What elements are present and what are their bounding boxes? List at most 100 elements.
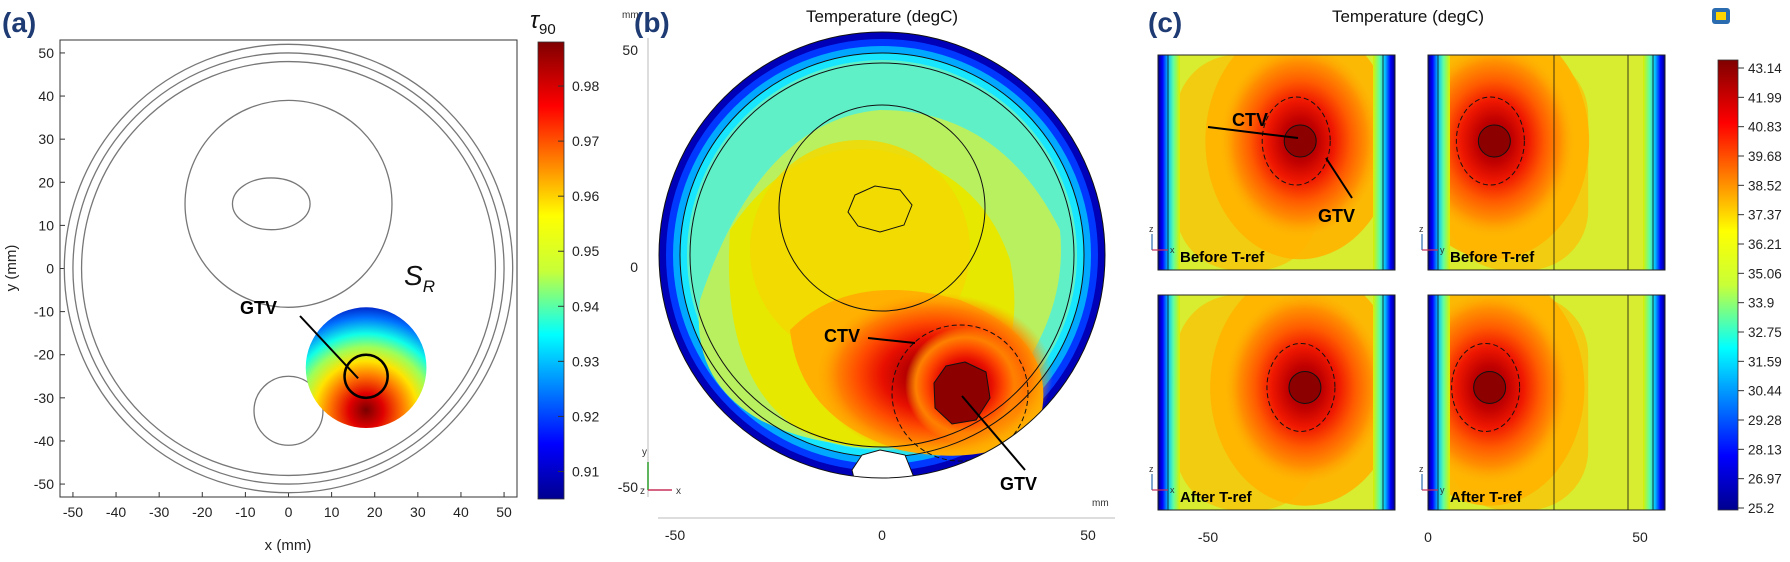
- colorbar-a-tick-label: 0.94: [572, 298, 599, 314]
- y-tick-label: -10: [34, 304, 54, 320]
- gtv-label-c: GTV: [1318, 206, 1355, 226]
- panel-b-field: [659, 32, 1105, 478]
- panel-b-unit-top: mm: [622, 10, 639, 21]
- triad-h-label: x: [1170, 245, 1175, 255]
- gtv-pointer-b: [961, 395, 1026, 471]
- colorbar-a-tick-label: 0.93: [572, 353, 599, 369]
- x-tick-label: -30: [149, 504, 169, 520]
- colorbar-c: [1717, 59, 1739, 511]
- subplot-left-edge: [1158, 55, 1180, 270]
- outline-circle: [80, 60, 497, 477]
- panel-a: (a) -50 -40 -30 -20 -10 0 10 20 30 40 50 50 40 30 20 1…: [2, 7, 599, 554]
- sensitivity-region: [305, 307, 427, 429]
- triad-v-label: z: [1149, 464, 1154, 474]
- y-tick-label: 40: [38, 88, 54, 104]
- panel-b-y-ticks: 50 0 -50: [618, 42, 638, 495]
- outline-ellipse: [231, 177, 311, 231]
- gtv-outline-a: [343, 353, 389, 400]
- outline-circle: [63, 43, 514, 494]
- plot-a-geometry: GTV SR: [63, 43, 514, 494]
- ctv-label-c: CTV: [1232, 110, 1268, 130]
- colorbar-a: [537, 41, 565, 500]
- colorbar-c-ticks: 43.14 41.99 40.83 39.68 38.52 37.37 36.21 35.06…: [1738, 61, 1782, 516]
- triad-v-label: z: [1419, 464, 1424, 474]
- subplot-label: After T-ref: [1180, 489, 1253, 506]
- panel-a-letter: (a): [2, 7, 36, 38]
- triad-h-label: y: [1440, 245, 1445, 255]
- colorbar-c-tick-label: 37.37: [1748, 208, 1782, 223]
- x-tick-label: -10: [235, 504, 255, 520]
- c-x-tick-label: 0: [1424, 529, 1432, 545]
- x-tick-label: -50: [63, 504, 83, 520]
- triad-z-label: z: [640, 486, 645, 497]
- colorbar-c-tick-label: 41.99: [1748, 90, 1782, 105]
- y-tick-label: 10: [38, 217, 54, 233]
- ctv-outline-c: [1451, 342, 1521, 432]
- triad-x-label: x: [676, 486, 681, 497]
- subplot-right-edge: [1373, 295, 1395, 510]
- colorbar-c-tick-label: 39.68: [1748, 149, 1782, 164]
- colorbar-a-tick-label: 0.91: [572, 463, 599, 479]
- outline-circle: [72, 52, 505, 485]
- colorbar-a-title: τ90: [530, 7, 556, 38]
- subplot-right-edge: [1643, 55, 1665, 270]
- colorbar-c-tick-label: 28.13: [1748, 442, 1782, 457]
- panel-b-outer-boundary: [658, 31, 1106, 479]
- plot-a-ylabel: y (mm): [3, 245, 20, 292]
- subplot-frame: [1157, 54, 1396, 271]
- subplot-right-edge: [1643, 295, 1665, 510]
- triad-y-label: y: [642, 447, 647, 458]
- subplot-label: Before T-ref: [1180, 249, 1265, 266]
- x-tick-label: 20: [367, 504, 383, 520]
- triad-h-label: x: [1170, 485, 1175, 495]
- gtv-outline-c: [1283, 124, 1317, 158]
- b-x-tick-label: 0: [878, 527, 886, 543]
- colorbar-c-tick-label: 25.2: [1748, 501, 1774, 516]
- subplot-3: [1158, 295, 1395, 510]
- y-tick-label: 30: [38, 131, 54, 147]
- colorbar-a-ticks: 0.98 0.97 0.96 0.95 0.94 0.93 0.92 0.91: [558, 78, 599, 479]
- x-tick-label: 50: [496, 504, 512, 520]
- gtv-outline-c: [1288, 370, 1322, 404]
- y-tick-label: 0: [46, 261, 54, 277]
- y-tick-label: 20: [38, 174, 54, 190]
- ctv-outline-c: [1266, 342, 1336, 432]
- panel-c-title: Temperature (degC): [1332, 7, 1484, 26]
- colorbar-c-tick-label: 43.14: [1748, 61, 1782, 76]
- b-y-tick-label: -50: [618, 479, 638, 495]
- ctv-pointer-b: [867, 337, 916, 344]
- panel-c-subplots: Before T-ref z x Before T-ref z y After T-ref z…: [1149, 54, 1666, 511]
- colorbar-c-tick-label: 40.83: [1748, 120, 1782, 135]
- gtv-pointer-c: [1325, 157, 1353, 199]
- colorbar-c-tick-label: 26.97: [1748, 472, 1782, 487]
- y-tick-label: -30: [34, 390, 54, 406]
- panel-c-x-ticks: -50 0 50: [1198, 529, 1648, 545]
- subplot-left-edge: [1428, 295, 1450, 510]
- subplot-label: After T-ref: [1450, 489, 1523, 506]
- comsol-logo-inner: [1716, 12, 1726, 20]
- gtv-outline-c: [1473, 370, 1507, 404]
- subplot-frame: [1157, 294, 1396, 511]
- colorbar-a-tick-label: 0.97: [572, 133, 599, 149]
- colorbar-c-tick-label: 30.44: [1748, 384, 1782, 399]
- subplot-1: [1158, 55, 1395, 270]
- panel-b-letter: (b): [634, 7, 670, 38]
- subplot-frame: [1427, 294, 1666, 511]
- subplot-4: [1428, 295, 1665, 510]
- colorbar-c-tick-label: 32.75: [1748, 325, 1782, 340]
- region-label-a: SR: [404, 260, 435, 296]
- gtv-label-a: GTV: [240, 298, 277, 318]
- ctv-outline-c: [1261, 96, 1331, 186]
- colorbar-c-tick-label: 33.9: [1748, 296, 1774, 311]
- triad-v-label: z: [1149, 224, 1154, 234]
- x-tick-label: -40: [106, 504, 126, 520]
- subplot-right-edge: [1373, 55, 1395, 270]
- plot-a-y-ticks: 50 40 30 20 10 0 -10 -20 -30 -40 -50: [34, 45, 65, 492]
- colorbar-c-tick-label: 36.21: [1748, 237, 1782, 252]
- triad-h-label: y: [1440, 485, 1445, 495]
- panel-b-title: Temperature (degC): [806, 7, 958, 26]
- panel-b-unit-bottom: mm: [1092, 498, 1109, 509]
- x-tick-label: -20: [192, 504, 212, 520]
- colorbar-a-tick-label: 0.92: [572, 408, 599, 424]
